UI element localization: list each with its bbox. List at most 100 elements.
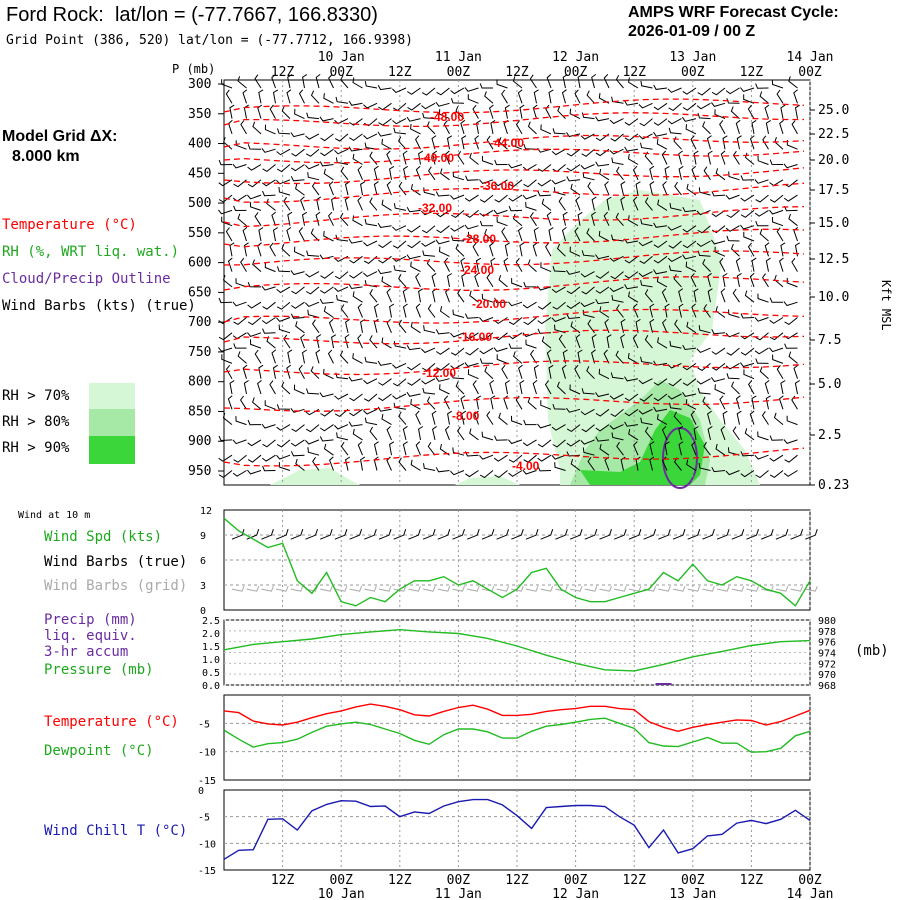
wind-barb [681,116,697,122]
wind-barb [552,439,566,448]
wind-barb [515,120,523,135]
wind-barb [460,257,466,272]
wind-barb [696,240,711,248]
wind-barb [548,364,554,379]
wind-barb [481,293,494,303]
wind-barb-true [790,529,804,540]
wind-barb [544,380,552,395]
wind-barb [552,301,566,310]
wind-barb [776,364,784,379]
wind-barb [627,215,639,227]
wind-barb [421,102,436,110]
wind-barb [426,396,436,410]
wind-barb [512,76,523,89]
wind-barb [673,274,682,288]
pressure-tick-label: 550 [188,226,211,241]
wind-barb [769,194,784,203]
wind-barb [438,109,450,120]
wind-barb [377,222,392,228]
wind-barb [235,416,247,426]
wind-barb [306,112,320,120]
wind-barb [479,347,494,355]
pressure-label: Pressure (mb) [44,662,154,678]
wind-barb [673,411,682,425]
legend-cloud: Cloud/Precip Outline [2,271,171,287]
wind-barb [479,470,494,479]
rh90-region [580,410,705,485]
wind-barb [237,213,247,227]
wind-barb [490,395,496,410]
wind-barb [668,240,682,249]
wind-barb [272,227,278,242]
rh90-swatch [89,436,135,464]
bottom-date-label: 10 Jan [318,887,365,900]
wind-barb [570,458,581,471]
wind-barb [349,393,363,402]
wind-barb [276,317,291,322]
wind-barb [508,332,523,340]
wind-barb [389,165,395,180]
wind-barb [410,321,421,334]
wind-barb [508,317,523,325]
wind-barb [743,369,755,380]
wind-barb [557,243,566,257]
wind-barb [788,351,798,364]
wind-barb [793,227,799,242]
wind-barb-true [305,529,318,540]
top-hour-label: 12Z [505,65,529,80]
wind-barb [624,421,639,427]
wind-barb [233,454,247,463]
wind-barb [345,456,351,471]
wind-barb [667,87,682,93]
wind-barb-true [334,529,348,540]
precip-bar [655,683,672,685]
wind-barb [702,258,711,272]
wind-barb [732,288,740,303]
isotherm-line [223,182,805,203]
wind-barb [402,441,408,456]
top-hour-label: 12Z [388,65,412,80]
pressure-tick-label: 400 [188,137,211,152]
wind-barb [620,196,626,211]
wind-barb [436,347,450,355]
wind-barb [537,317,552,325]
wind-barb [682,87,697,95]
wind-barb-grid [672,585,686,592]
wind-barb [363,133,378,140]
wind-barb [378,378,392,386]
wind-barb [237,351,247,364]
wind-barb [381,337,392,349]
wind-barb [421,87,436,96]
wind-barb [611,432,624,441]
wind-barb [751,257,757,272]
wind-barb [523,419,537,426]
wind-barb-true [496,529,510,540]
wind-barb [464,332,479,340]
wind-barb [611,157,624,165]
wind-barb [669,340,682,349]
wind-barb [661,150,668,165]
wind-barb [402,303,408,318]
wind-barbs-profile [218,73,800,479]
wind-barb [749,135,755,150]
wind-barb [334,133,349,142]
wind-barb [609,255,624,262]
wind-barb [537,423,552,429]
wind-barb [261,423,276,429]
wind-barb [772,216,784,227]
wind-barb [715,306,726,318]
wind-barb [740,313,755,319]
wind-barb [698,187,711,196]
wind-barb [233,179,247,188]
wind-barb-true [716,529,730,540]
wind-barb [276,424,291,431]
wind-barb [450,210,465,219]
wind-barb [334,424,349,430]
wind-barb [305,439,320,445]
wind-barb [544,242,552,257]
wind-barb [498,137,508,150]
wind-barb-grid [408,585,421,592]
wind-barb [581,250,595,257]
wind-barb [711,466,726,473]
wind-barb [435,191,450,197]
